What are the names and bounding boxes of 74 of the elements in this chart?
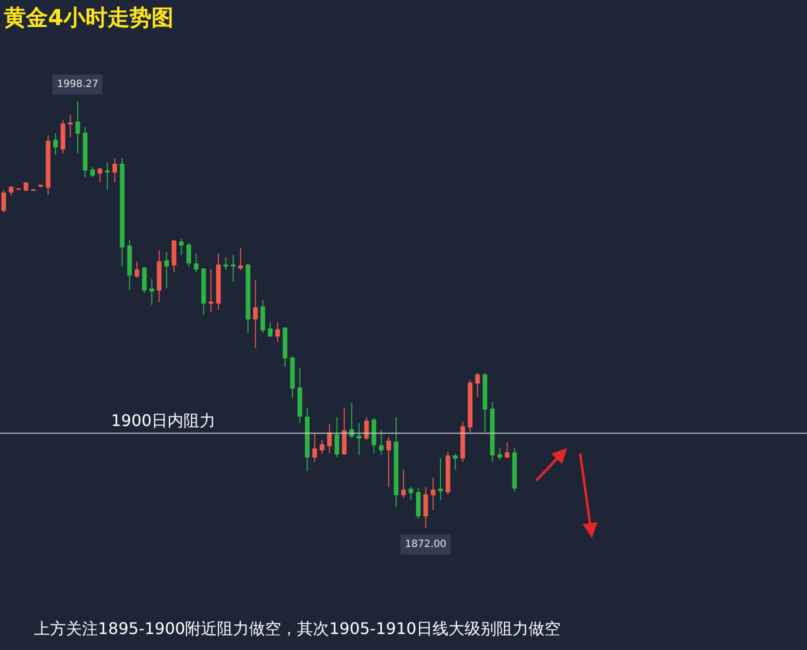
candlestick bbox=[312, 432, 317, 463]
candlestick bbox=[282, 326, 288, 368]
candlestick bbox=[238, 248, 243, 271]
candlestick bbox=[364, 416, 369, 441]
candlestick bbox=[179, 238, 184, 256]
candlestick bbox=[24, 182, 28, 192]
candlestick bbox=[342, 407, 347, 456]
candlestick bbox=[327, 423, 332, 454]
text: 上方关注1895-1900附近阻力做空，其次1905-1910日线大级别阻力做空 bbox=[34, 619, 560, 638]
candlestick bbox=[423, 486, 428, 528]
candlestick bbox=[194, 252, 199, 273]
candlestick bbox=[260, 300, 266, 334]
candlestick bbox=[142, 266, 147, 294]
annotation: 1998.27 bbox=[57, 79, 98, 90]
candlestick bbox=[430, 477, 436, 511]
candlestick bbox=[60, 119, 66, 154]
candlestick bbox=[156, 250, 162, 303]
candlestick bbox=[304, 407, 310, 472]
candlestick bbox=[482, 372, 488, 432]
candlestick bbox=[268, 322, 273, 338]
candlestick bbox=[416, 488, 421, 520]
candlestick bbox=[275, 322, 280, 343]
candlestick bbox=[127, 239, 132, 290]
candlestick bbox=[386, 436, 392, 488]
candlestick bbox=[164, 252, 169, 288]
candlestick bbox=[497, 447, 502, 460]
candlestick bbox=[31, 188, 36, 192]
candlestick bbox=[224, 256, 228, 271]
candlestick bbox=[490, 401, 495, 463]
candlestick bbox=[468, 379, 472, 432]
candlestick bbox=[290, 356, 295, 398]
candlestick bbox=[446, 451, 450, 496]
candlestick bbox=[504, 442, 510, 458]
candlestick bbox=[298, 368, 302, 424]
candlestick bbox=[68, 114, 73, 138]
candlestick bbox=[372, 418, 376, 454]
candlestick bbox=[460, 421, 466, 463]
candlestick bbox=[356, 422, 362, 456]
candlestick bbox=[120, 158, 124, 268]
candlestick bbox=[512, 447, 517, 492]
candlestick bbox=[208, 268, 214, 312]
candlestick bbox=[98, 167, 102, 183]
candlestick bbox=[334, 416, 340, 458]
candlestick bbox=[401, 469, 406, 498]
candlestick bbox=[378, 429, 384, 456]
candlestick bbox=[90, 166, 95, 178]
ref-line-label: 1900日内阻力 bbox=[111, 411, 216, 430]
candlestick bbox=[112, 158, 118, 183]
candlestick bbox=[201, 268, 206, 316]
candlestick bbox=[16, 188, 21, 190]
candlestick bbox=[216, 252, 221, 310]
candlestick bbox=[53, 132, 58, 156]
annotation: 1872.00 bbox=[405, 539, 446, 550]
candlestick bbox=[75, 100, 80, 154]
candlestick bbox=[438, 457, 443, 500]
candlestick bbox=[475, 372, 480, 398]
candlestick bbox=[394, 416, 398, 508]
candlestick bbox=[105, 162, 110, 190]
candlestick bbox=[134, 261, 140, 279]
candlestick bbox=[408, 486, 414, 500]
chart-title: 黄金4小时走势图 bbox=[3, 6, 174, 32]
candlestick bbox=[149, 278, 154, 306]
candlestick bbox=[82, 126, 88, 178]
candlestick bbox=[349, 402, 354, 439]
candlestick bbox=[253, 280, 258, 349]
candlestick bbox=[186, 242, 192, 268]
candlestick bbox=[230, 254, 236, 282]
candlestick bbox=[46, 134, 50, 196]
candlestick bbox=[453, 453, 458, 470]
candlestick bbox=[172, 239, 176, 273]
candlestick bbox=[8, 186, 14, 197]
candlestick bbox=[246, 263, 250, 334]
candlestick bbox=[1, 189, 6, 213]
candlestick bbox=[320, 440, 324, 454]
